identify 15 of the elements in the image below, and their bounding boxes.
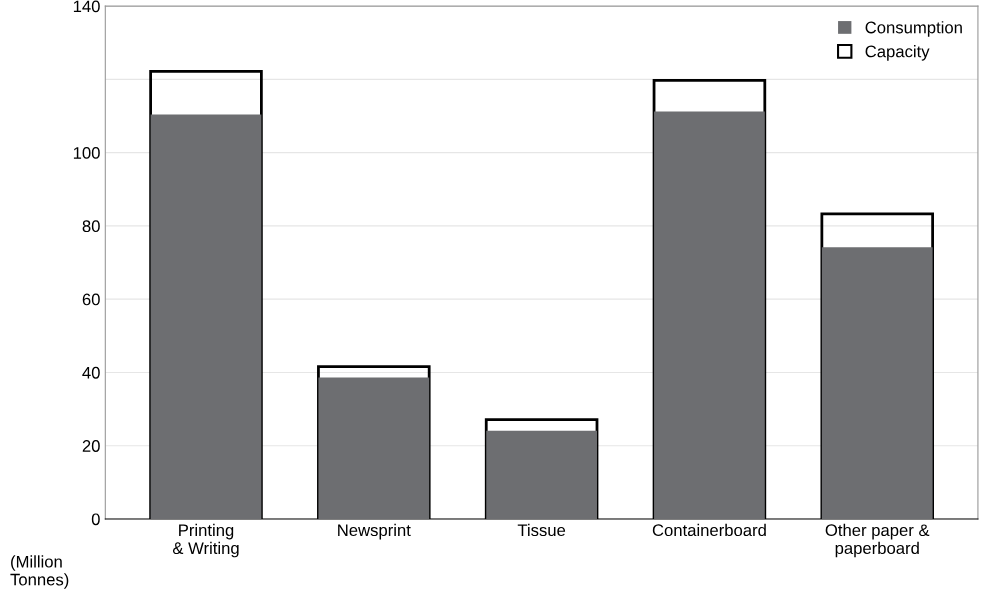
x-tick-label: Containerboard — [652, 523, 766, 537]
legend-label: Capacity — [865, 45, 930, 61]
y-tick-label: 0 — [91, 513, 100, 526]
y-axis-title: (Million Tonnes) — [10, 555, 69, 589]
x-tick-label: Tissue — [517, 523, 566, 537]
legend-label: Consumption — [865, 21, 962, 37]
y-tick-label: 100 — [73, 147, 100, 159]
y-tick-label: 40 — [82, 366, 100, 379]
y-tick-label: 80 — [82, 220, 100, 233]
y-tick-label: 140 — [73, 0, 100, 13]
y-tick-label: 20 — [82, 440, 100, 452]
y-tick-label: 60 — [82, 293, 100, 306]
x-tick-label: Printing & Writing — [172, 523, 239, 558]
x-tick-label: Newsprint — [338, 523, 411, 540]
x-tick-label: Other paper & paperboard — [825, 523, 930, 558]
